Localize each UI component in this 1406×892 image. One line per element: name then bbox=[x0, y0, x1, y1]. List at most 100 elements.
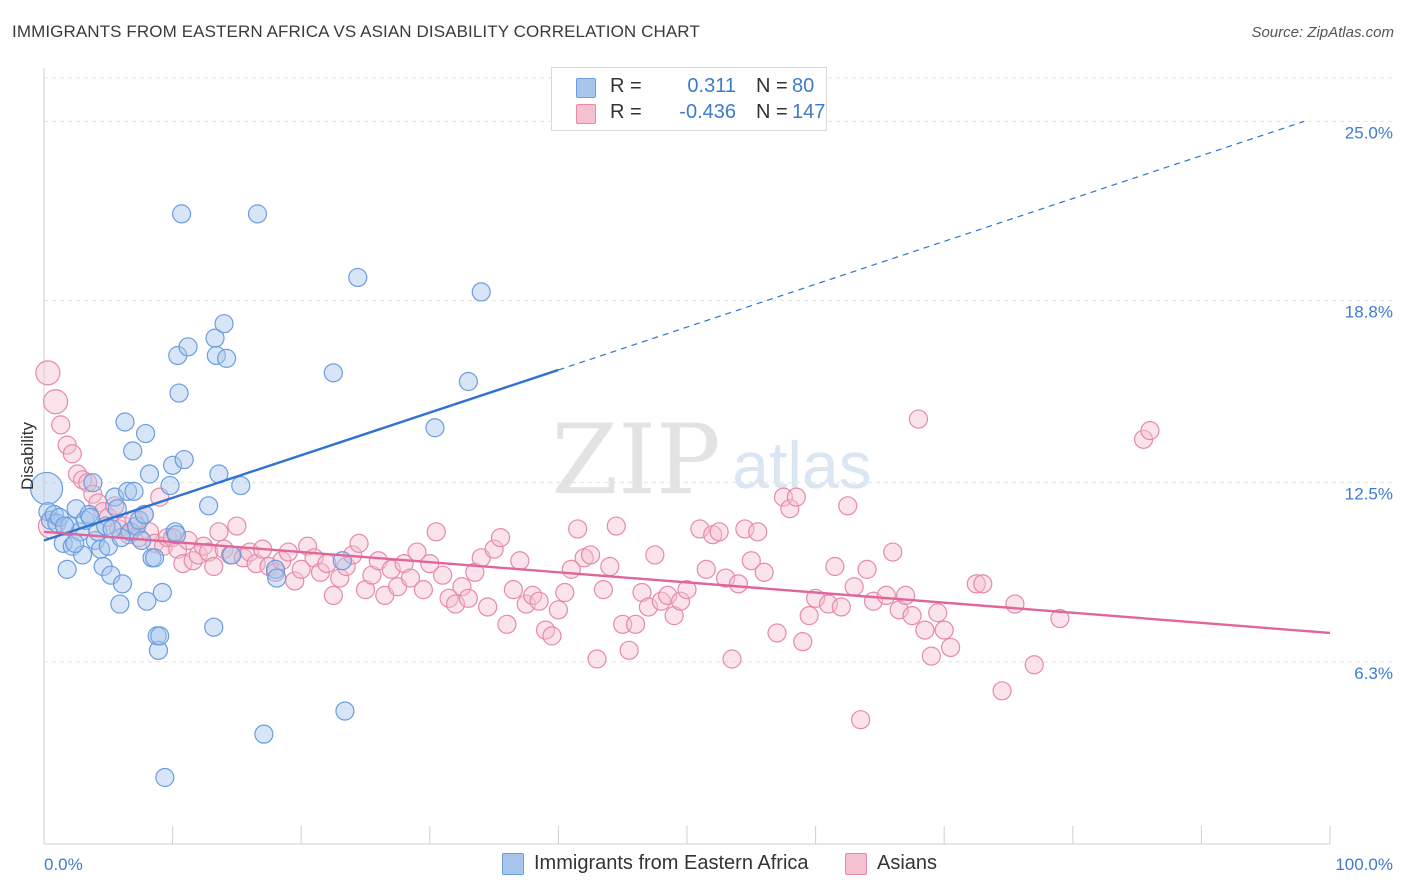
point-eastern-africa bbox=[137, 591, 157, 611]
point-asians bbox=[291, 559, 311, 579]
point-asians bbox=[709, 522, 729, 542]
legend-swatch-asians bbox=[576, 104, 596, 124]
point-eastern-africa bbox=[166, 525, 187, 545]
point-eastern-africa bbox=[323, 363, 343, 383]
point-eastern-africa bbox=[267, 568, 287, 588]
point-asians bbox=[876, 585, 896, 606]
trend-lines bbox=[43, 120, 1331, 635]
point-asians bbox=[728, 574, 749, 594]
point-eastern-africa bbox=[217, 348, 237, 368]
axes bbox=[43, 68, 1331, 845]
point-asians bbox=[741, 551, 761, 571]
point-asians bbox=[915, 620, 935, 640]
point-asians bbox=[722, 649, 742, 669]
point-asians bbox=[780, 499, 800, 519]
point-asians bbox=[857, 559, 877, 579]
y-tick-label: 6.3% bbox=[1354, 664, 1393, 683]
point-asians bbox=[587, 649, 607, 669]
point-eastern-africa bbox=[144, 548, 165, 568]
legend-r-value: -0.436 bbox=[679, 101, 736, 123]
legend-swatch-eastern-africa bbox=[576, 78, 596, 98]
point-eastern-africa bbox=[163, 455, 183, 475]
point-asians bbox=[497, 614, 517, 634]
bottom-legend-swatch-asians bbox=[845, 853, 867, 875]
point-eastern-africa bbox=[117, 481, 138, 501]
point-asians bbox=[973, 574, 993, 594]
point-asians bbox=[992, 681, 1012, 701]
point-eastern-africa bbox=[135, 423, 156, 444]
point-asians bbox=[896, 585, 916, 606]
y-tick-label: 12.5% bbox=[1345, 485, 1393, 504]
point-eastern-africa bbox=[129, 510, 149, 530]
point-asians bbox=[183, 551, 203, 571]
point-eastern-africa bbox=[348, 267, 368, 288]
point-eastern-africa bbox=[155, 767, 175, 788]
bottom-legend-label: Immigrants from Eastern Africa bbox=[534, 852, 809, 874]
point-eastern-africa bbox=[152, 582, 172, 603]
point-asians bbox=[883, 542, 903, 562]
chart-title: IMMIGRANTS FROM EASTERN AFRICA VS ASIAN … bbox=[12, 22, 700, 41]
point-eastern-africa bbox=[471, 282, 491, 302]
point-asians bbox=[619, 640, 639, 660]
point-eastern-africa bbox=[54, 516, 75, 536]
point-asians bbox=[349, 533, 369, 553]
legend-r-label: R = bbox=[610, 101, 642, 123]
point-asians bbox=[51, 415, 71, 435]
point-eastern-africa bbox=[102, 519, 122, 539]
point-eastern-africa bbox=[254, 724, 274, 744]
point-eastern-africa bbox=[150, 626, 170, 646]
point-eastern-africa bbox=[458, 371, 478, 392]
point-asians bbox=[478, 597, 498, 617]
point-eastern-africa bbox=[222, 545, 242, 565]
point-asians bbox=[851, 710, 871, 730]
data-points bbox=[29, 204, 1160, 788]
point-asians bbox=[42, 389, 69, 415]
point-asians bbox=[767, 623, 787, 643]
legend-n-label: N = bbox=[756, 75, 788, 97]
y-tick-label: 18.8% bbox=[1345, 303, 1393, 322]
legend-r-label: R = bbox=[610, 75, 642, 97]
point-asians bbox=[490, 527, 511, 548]
point-eastern-africa bbox=[65, 533, 85, 553]
point-eastern-africa bbox=[172, 204, 192, 224]
point-asians bbox=[902, 606, 922, 626]
point-eastern-africa bbox=[335, 701, 355, 721]
point-asians bbox=[426, 522, 446, 542]
point-eastern-africa bbox=[72, 545, 93, 565]
chart-source: Source: ZipAtlas.com bbox=[1251, 24, 1394, 41]
point-asians bbox=[568, 519, 588, 539]
point-asians bbox=[452, 577, 472, 597]
point-asians bbox=[510, 551, 530, 571]
point-asians bbox=[934, 620, 954, 640]
point-eastern-africa bbox=[124, 481, 144, 501]
point-asians bbox=[298, 536, 318, 556]
legend-n-label: N = bbox=[756, 101, 788, 123]
legend-n-value: 80 bbox=[792, 75, 815, 97]
point-eastern-africa bbox=[178, 337, 198, 357]
point-eastern-africa bbox=[174, 449, 194, 470]
point-asians bbox=[78, 473, 98, 493]
point-asians bbox=[1140, 421, 1160, 441]
trend-line-eastern-africa-extension bbox=[558, 120, 1305, 371]
point-asians bbox=[413, 580, 433, 600]
trend-line-eastern-africa bbox=[43, 368, 559, 542]
point-asians bbox=[831, 597, 851, 617]
point-asians bbox=[748, 522, 768, 542]
point-asians bbox=[1005, 594, 1025, 614]
point-eastern-africa bbox=[214, 314, 234, 334]
point-asians bbox=[606, 516, 626, 536]
point-eastern-africa bbox=[115, 412, 135, 432]
point-asians bbox=[593, 580, 614, 600]
point-asians bbox=[786, 487, 806, 507]
point-asians bbox=[838, 496, 858, 516]
point-asians bbox=[209, 522, 229, 542]
point-asians bbox=[908, 409, 929, 429]
point-asians bbox=[62, 444, 82, 464]
point-asians bbox=[199, 542, 219, 562]
point-asians bbox=[400, 568, 421, 588]
point-asians bbox=[754, 562, 774, 582]
point-eastern-africa bbox=[425, 418, 445, 438]
point-eastern-africa bbox=[139, 464, 160, 484]
point-asians bbox=[204, 556, 224, 577]
bottom-legend-label: Asians bbox=[877, 852, 938, 874]
